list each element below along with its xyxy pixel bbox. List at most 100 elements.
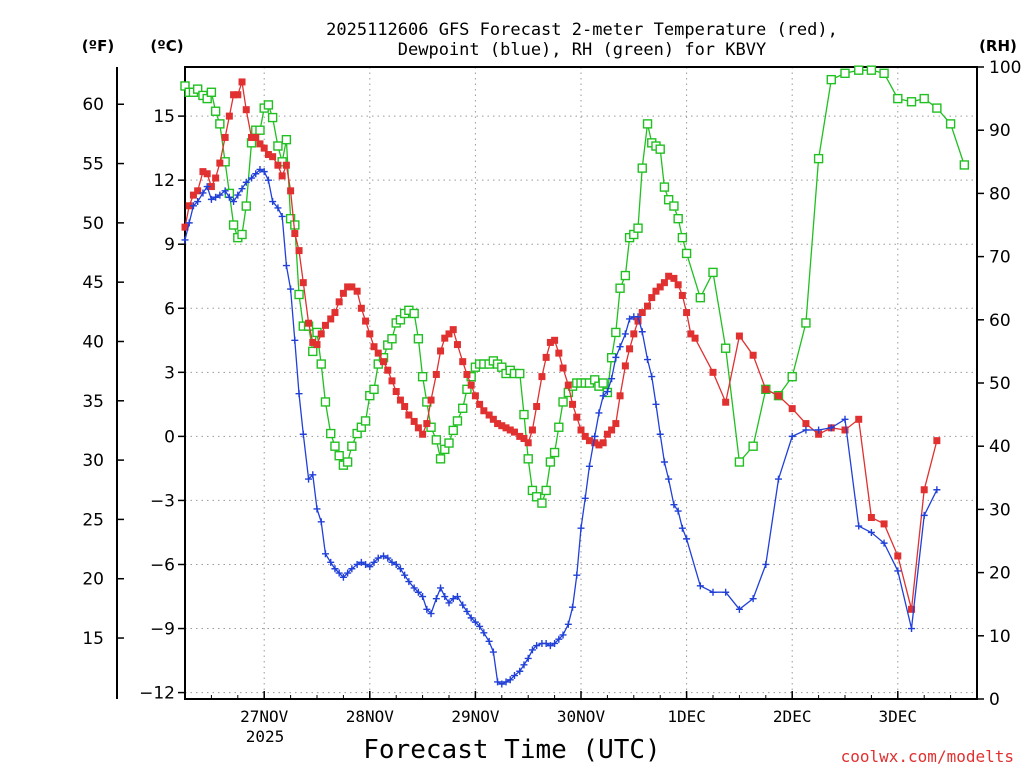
fahrenheit-tick-label: 60 bbox=[82, 95, 104, 115]
rh-point bbox=[410, 309, 418, 317]
celsius-tick-label: 15 bbox=[153, 107, 175, 127]
rh-tick-label: 50 bbox=[989, 374, 1011, 394]
temperature-point bbox=[802, 420, 809, 427]
rh-point bbox=[559, 398, 567, 406]
temperature-point bbox=[722, 399, 729, 406]
rh-point bbox=[638, 164, 646, 172]
rh-point bbox=[230, 221, 238, 229]
celsius-tick-label: −9 bbox=[150, 620, 175, 640]
rh-tick-label: 60 bbox=[989, 311, 1011, 331]
temperature-point bbox=[204, 170, 211, 177]
rh-point bbox=[947, 120, 955, 128]
rh-point bbox=[437, 455, 445, 463]
rh-point bbox=[735, 458, 743, 466]
rh-tick-label: 10 bbox=[989, 627, 1011, 647]
celsius-tick-label: 0 bbox=[164, 427, 175, 447]
rh-point bbox=[880, 69, 888, 77]
rh-unit-label: (RH) bbox=[979, 37, 1017, 55]
rh-point bbox=[709, 268, 717, 276]
rh-point bbox=[327, 430, 335, 438]
rh-point bbox=[802, 319, 810, 327]
temperature-point bbox=[894, 552, 901, 559]
x-axis-year-label: 2025 bbox=[246, 727, 285, 746]
temperature-point bbox=[212, 175, 219, 182]
rh-point bbox=[419, 373, 427, 381]
rh-point bbox=[207, 88, 215, 96]
rh-point bbox=[282, 136, 290, 144]
temperature-point bbox=[626, 345, 633, 352]
rh-point bbox=[555, 423, 563, 431]
x-axis-title: Forecast Time (UTC) bbox=[363, 735, 660, 765]
temperature-point bbox=[411, 418, 418, 425]
temperature-point bbox=[283, 162, 290, 169]
celsius-tick-label: 12 bbox=[153, 171, 175, 191]
rh-point bbox=[453, 417, 461, 425]
rh-point bbox=[362, 417, 370, 425]
x-tick-label: 2DEC bbox=[773, 707, 812, 726]
chart-title-line-1: 2025112606 GFS Forecast 2-meter Temperat… bbox=[326, 20, 838, 40]
rh-point bbox=[841, 69, 849, 77]
temperature-point bbox=[472, 392, 479, 399]
rh-point bbox=[749, 442, 757, 450]
rh-tick-label: 90 bbox=[989, 121, 1011, 141]
temperature-point bbox=[243, 106, 250, 113]
temperature-point bbox=[261, 145, 268, 152]
rh-point bbox=[815, 155, 823, 163]
fahrenheit-tick-label: 45 bbox=[82, 273, 104, 293]
rh-point bbox=[449, 426, 457, 434]
rh-point bbox=[788, 373, 796, 381]
temperature-point bbox=[648, 294, 655, 301]
temperature-point bbox=[569, 401, 576, 408]
temperature-point bbox=[340, 290, 347, 297]
x-tick-label: 3DEC bbox=[879, 707, 918, 726]
temperature-point bbox=[252, 134, 259, 141]
rh-point bbox=[660, 183, 668, 191]
rh-point bbox=[696, 294, 704, 302]
temperature-point bbox=[933, 437, 940, 444]
temperature-point bbox=[476, 401, 483, 408]
rh-point bbox=[256, 126, 264, 134]
rh-point bbox=[432, 436, 440, 444]
temperature-point bbox=[789, 405, 796, 412]
temperature-point bbox=[612, 420, 619, 427]
rh-point bbox=[216, 120, 224, 128]
rh-point bbox=[295, 291, 303, 299]
x-tick-label: 1DEC bbox=[667, 707, 706, 726]
rh-tick-label: 100 bbox=[989, 58, 1021, 78]
fahrenheit-tick-label: 30 bbox=[82, 451, 104, 471]
temperature-point bbox=[538, 373, 545, 380]
rh-point bbox=[445, 439, 453, 447]
temperature-point bbox=[710, 369, 717, 376]
rh-point bbox=[960, 161, 968, 169]
fahrenheit-tick-label: 25 bbox=[82, 510, 104, 530]
celsius-tick-label: 9 bbox=[164, 235, 175, 255]
temperature-point bbox=[428, 397, 435, 404]
rh-tick-label: 80 bbox=[989, 184, 1011, 204]
temperature-point bbox=[450, 326, 457, 333]
temperature-point bbox=[226, 113, 233, 120]
celsius-tick-label: −12 bbox=[139, 684, 175, 704]
temperature-point bbox=[405, 412, 412, 419]
rh-point bbox=[670, 202, 678, 210]
temperature-point bbox=[842, 426, 849, 433]
rh-point bbox=[459, 404, 467, 412]
temperature-point bbox=[300, 279, 307, 286]
temperature-point bbox=[366, 330, 373, 337]
temperature-point bbox=[670, 275, 677, 282]
rh-point bbox=[867, 66, 875, 74]
rh-point bbox=[388, 335, 396, 343]
rh-point bbox=[344, 458, 352, 466]
temperature-point bbox=[222, 134, 229, 141]
rh-tick-label: 20 bbox=[989, 564, 1011, 584]
temperature-point bbox=[775, 392, 782, 399]
temperature-point bbox=[322, 322, 329, 329]
rh-point bbox=[855, 66, 863, 74]
fahrenheit-tick-label: 35 bbox=[82, 392, 104, 412]
temperature-point bbox=[560, 365, 567, 372]
rh-point bbox=[644, 120, 652, 128]
temperature-point bbox=[543, 354, 550, 361]
temperature-point bbox=[692, 335, 699, 342]
celsius-tick-label: −6 bbox=[150, 555, 175, 575]
rh-point bbox=[516, 370, 524, 378]
temperature-point bbox=[358, 305, 365, 312]
